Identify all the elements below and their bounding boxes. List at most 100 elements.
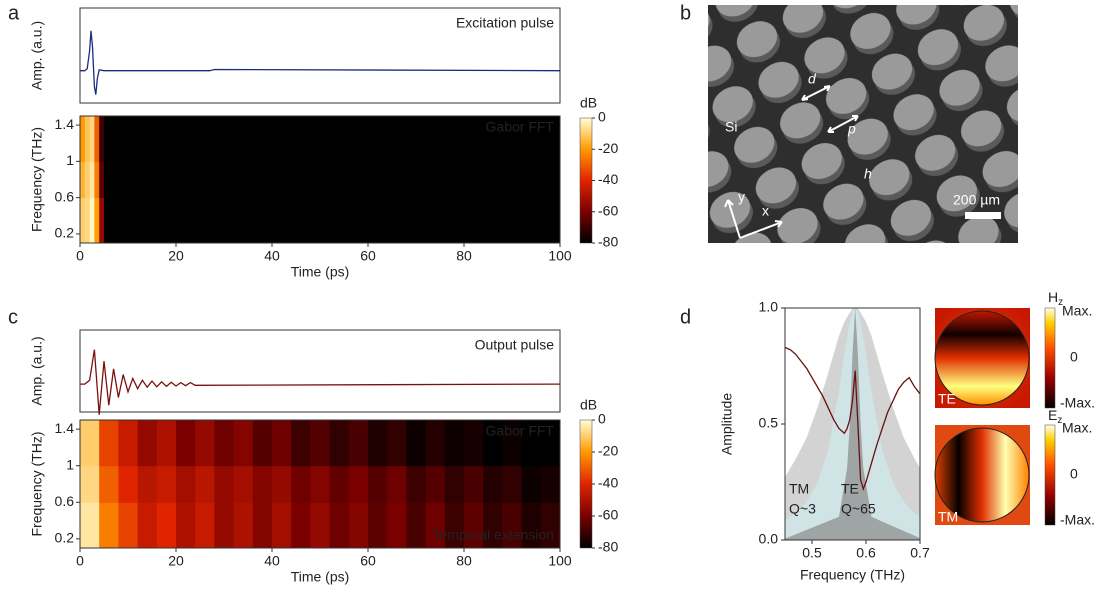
heatmap-cell [521, 502, 542, 549]
mode-field [934, 427, 1030, 523]
heatmap-cell [89, 197, 95, 244]
panel-label: b [680, 2, 691, 24]
heatmap-cell [94, 116, 100, 162]
heatmap-cell [521, 465, 542, 503]
colorbar [579, 117, 593, 244]
colorbar-label: -Max. [1060, 395, 1095, 411]
y-tick-label: 0.5 [759, 415, 779, 431]
x-tick-label: 40 [264, 553, 280, 569]
field: H [1048, 289, 1058, 305]
heatmap-cell [233, 502, 254, 549]
scale-bar [965, 212, 1001, 219]
heatmap-cell [252, 502, 273, 549]
heatmap-cell [214, 420, 235, 467]
heatmap-cell [99, 420, 119, 467]
heatmap-cell [104, 197, 561, 244]
dimension-label: h [864, 166, 872, 182]
colorbar-label: 0 [1070, 466, 1078, 482]
heatmap-cell [329, 465, 350, 503]
x-tick-label: 80 [456, 248, 472, 264]
axis-label: y [738, 189, 745, 205]
heatmap-cell [137, 465, 158, 503]
heatmap-cell [80, 465, 100, 503]
heatmap-cell [483, 502, 503, 549]
field-sub: z [1057, 415, 1062, 426]
x-tick-label: 0.5 [802, 545, 822, 561]
y-axis-label: Frequency (THz) [29, 127, 45, 232]
heatmap-cell [89, 116, 95, 162]
heatmap-cell [84, 161, 91, 199]
heatmap-cell [387, 502, 407, 549]
x-tick-label: 0 [76, 553, 84, 569]
plot-frame [79, 419, 561, 549]
heatmap-cell [84, 116, 91, 162]
heatmap-cell [406, 502, 427, 549]
x-tick-label: 0.6 [856, 545, 876, 561]
heatmap-cell [118, 502, 139, 549]
colorbar-tick-label: -20 [598, 140, 618, 156]
heatmap-cell [502, 420, 523, 467]
heatmap-cell [502, 502, 523, 549]
colorbar [1044, 307, 1056, 409]
x-tick-label: 20 [168, 248, 184, 264]
colorbar-tick-label: -40 [598, 171, 618, 187]
heatmap-cell [99, 197, 105, 244]
heatmap-cell [118, 465, 139, 503]
heatmap-cell [99, 465, 119, 503]
y-tick-label: 1 [66, 456, 74, 472]
colorbar-tick-label: -60 [598, 507, 618, 523]
heatmap-cell [252, 465, 273, 503]
heatmap-cell [84, 197, 91, 244]
y-axis-label: Amplitude [719, 393, 735, 455]
heatmap-cell [464, 502, 484, 549]
heatmap-cell [310, 465, 331, 503]
heatmap-cell [176, 465, 196, 503]
annotation: Q~3 [789, 501, 816, 517]
heatmap-cell [502, 465, 523, 503]
heatmap-cell [156, 420, 177, 467]
y-tick-label: 1.4 [55, 420, 75, 436]
signal-line [80, 349, 561, 415]
heatmap-cell [291, 502, 311, 549]
arrows [724, 85, 859, 239]
field: E [1048, 407, 1057, 423]
heatmap-cell [444, 465, 465, 503]
signal-line [80, 30, 561, 95]
plot-frame [79, 329, 561, 413]
heatmap-cell [348, 502, 369, 549]
heatmap-cell [195, 420, 215, 467]
mode-field [934, 310, 1030, 406]
heatmap-cell [137, 502, 158, 549]
colorbar-label: -Max. [1060, 512, 1095, 528]
field-sub: z [1058, 297, 1063, 308]
colorbar-label: Max. [1062, 420, 1092, 436]
plot-frame [79, 7, 561, 104]
x-tick-label: 60 [360, 248, 376, 264]
mode-label: TM [938, 509, 958, 525]
heatmap-cell [521, 420, 542, 467]
measured-line [784, 346, 921, 492]
panel-title: Gabor FFT [486, 423, 555, 439]
colorbar-tick-label: -40 [598, 475, 618, 491]
heatmap-cell [272, 502, 292, 549]
field-label: Ez [1048, 407, 1062, 426]
x-axis-label: Time (ps) [291, 264, 350, 280]
x-tick-label: 80 [456, 553, 472, 569]
x-axis-label: Frequency (THz) [800, 567, 905, 583]
x-axis-label: Time (ps) [291, 569, 350, 585]
heatmap-cell [176, 420, 196, 467]
heatmap-cell [444, 420, 465, 467]
heatmap-cell [348, 465, 369, 503]
heatmap-cell [214, 465, 235, 503]
colorbar [579, 419, 593, 549]
panel-label: d [680, 306, 691, 328]
heatmap-cell [540, 502, 561, 549]
y-tick-label: 0.6 [55, 493, 75, 509]
y-tick-label: 0.2 [55, 225, 75, 241]
x-tick-label: 0.7 [910, 545, 930, 561]
heatmap-cell [252, 420, 273, 467]
heatmap-cell [444, 502, 465, 549]
heatmap-cell [214, 502, 235, 549]
mode-label: TE [938, 391, 956, 407]
heatmap-cell [104, 116, 561, 162]
